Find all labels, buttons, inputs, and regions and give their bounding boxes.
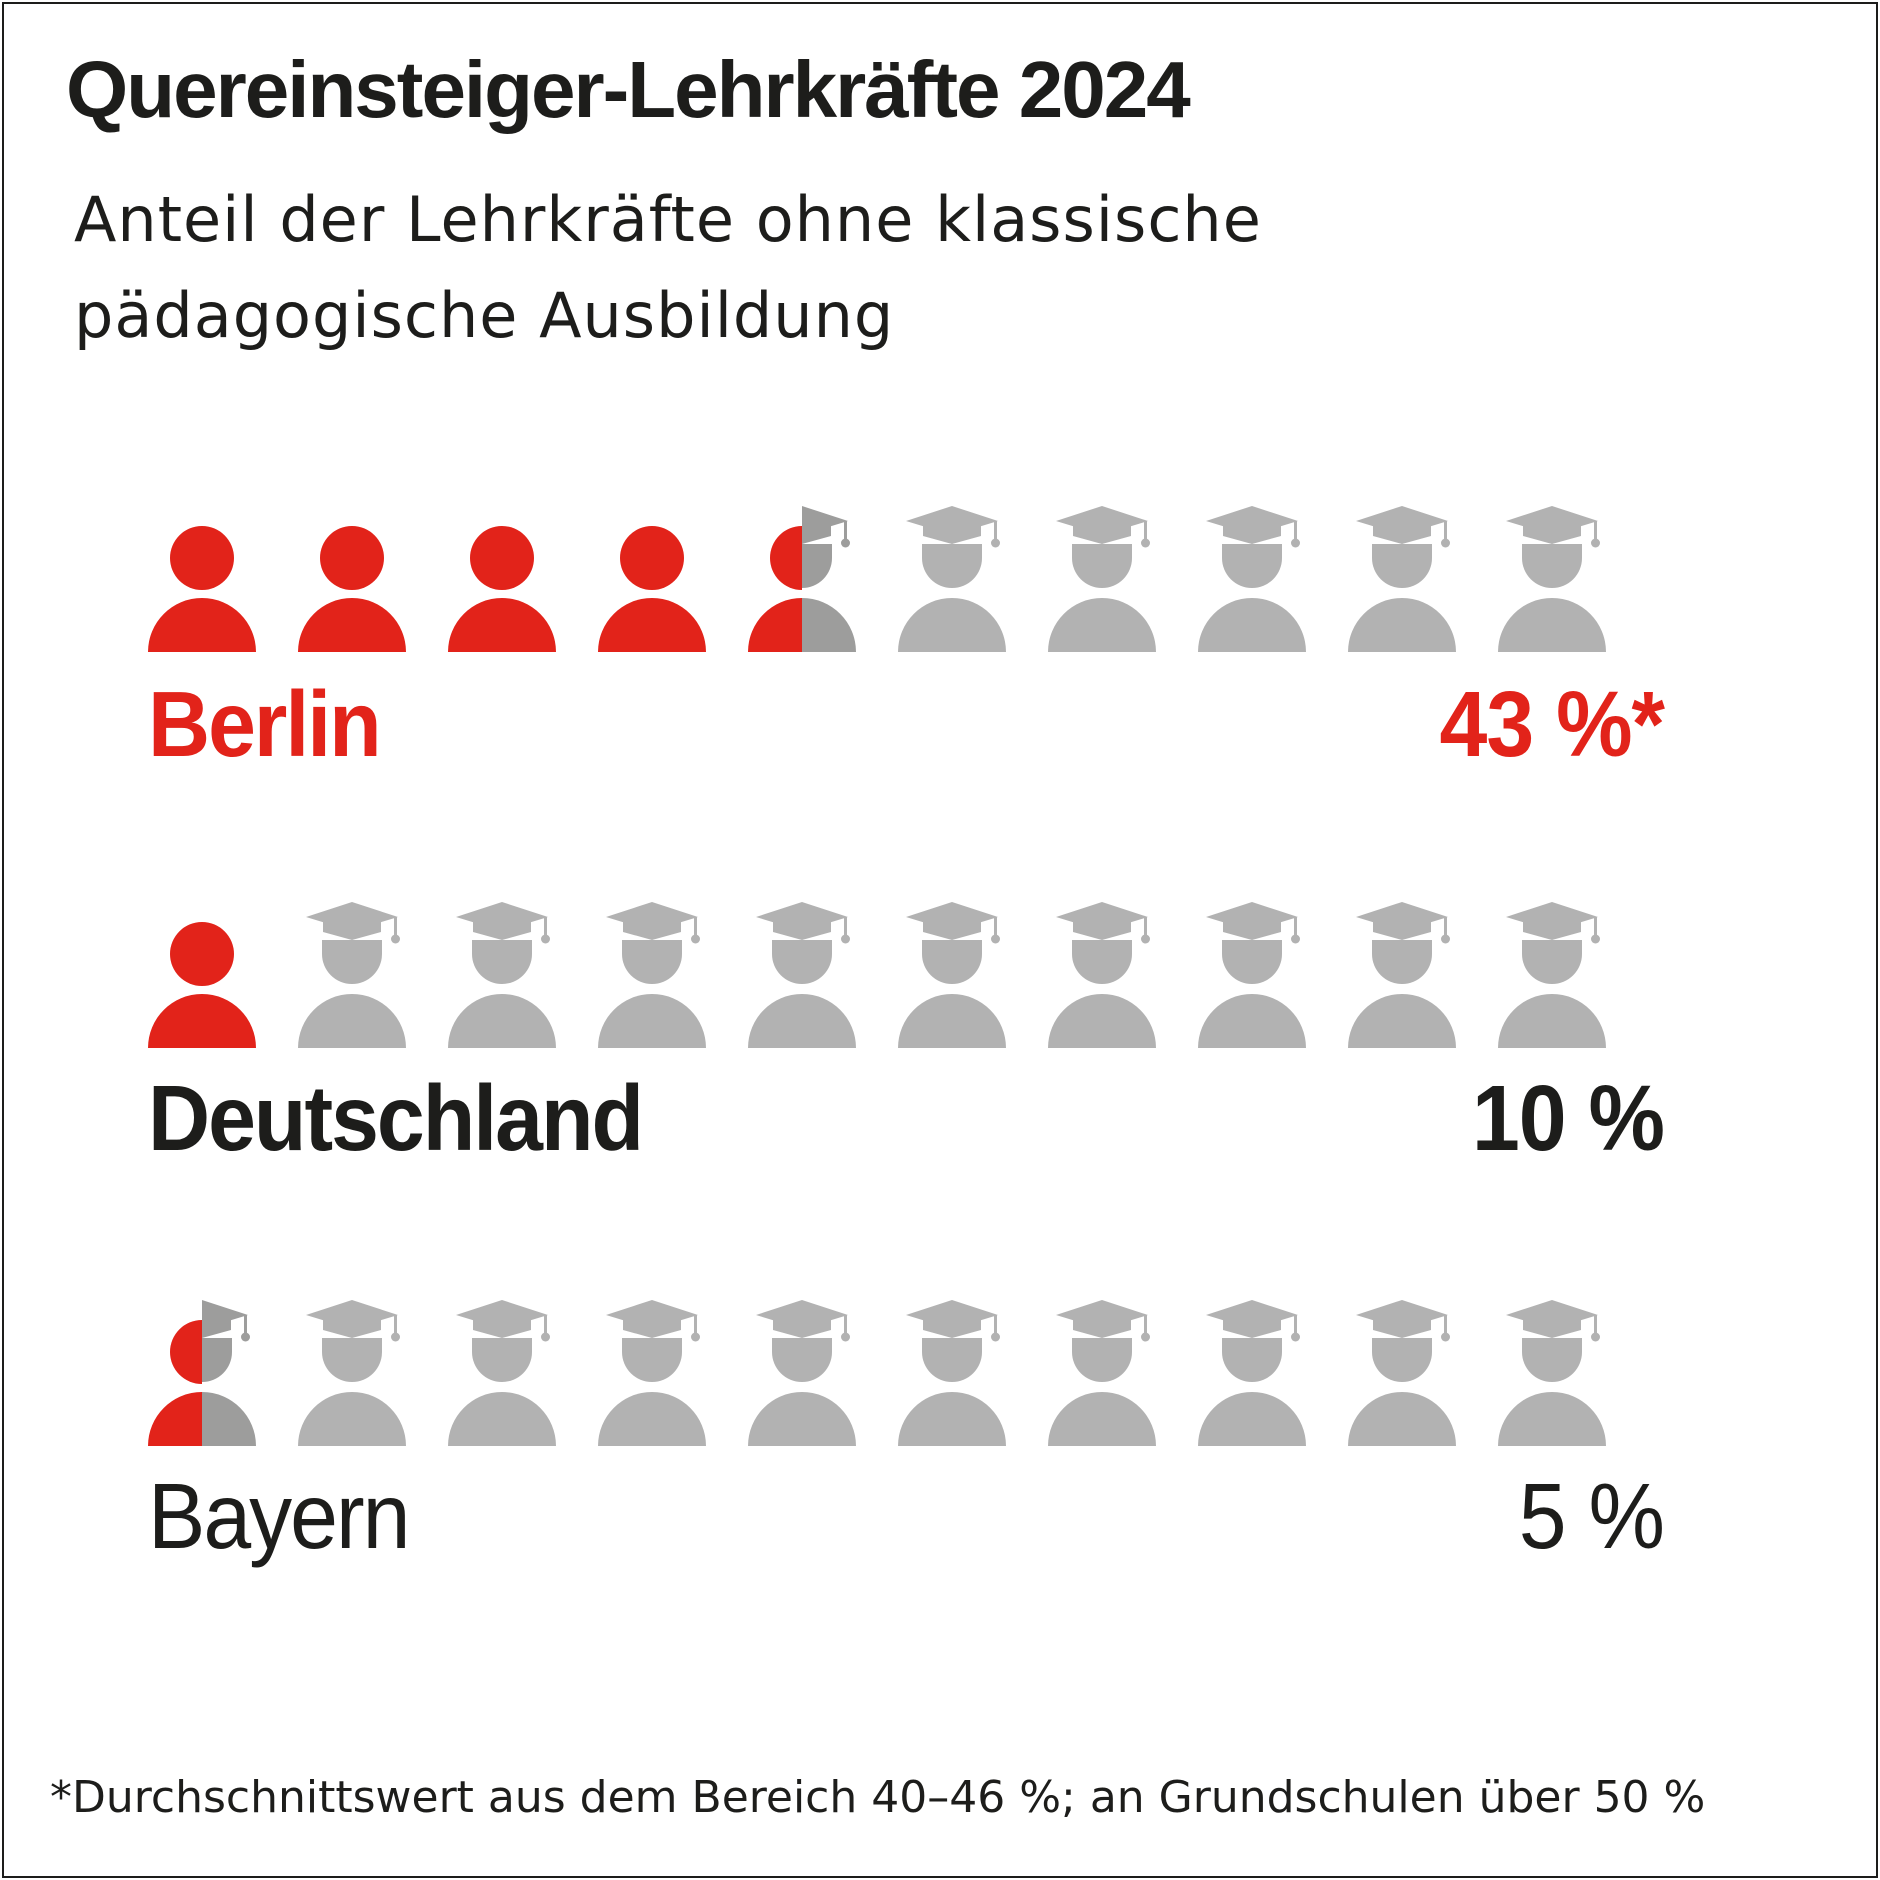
value-label: 5 % <box>1519 1464 1664 1568</box>
graduate-person-icon <box>1348 1300 1456 1446</box>
footnote: *Durchschnittswert aus dem Bereich 40–46… <box>50 1772 1706 1823</box>
half-person-icon <box>148 1300 256 1446</box>
series-label: Deutschland <box>148 1066 642 1170</box>
person-icon <box>448 526 556 652</box>
graduate-person-icon <box>1498 1300 1606 1446</box>
series-label: Berlin <box>148 672 380 776</box>
graduate-person-icon <box>1048 506 1156 652</box>
graduate-person-icon <box>598 902 706 1048</box>
graduate-person-icon <box>898 902 1006 1048</box>
graduate-person-icon <box>1348 902 1456 1048</box>
graduate-person-icon <box>298 1300 406 1446</box>
graduate-person-icon <box>1198 506 1306 652</box>
graduate-person-icon <box>1048 902 1156 1048</box>
person-icon <box>598 526 706 652</box>
graduate-person-icon <box>1498 506 1606 652</box>
person-icon <box>148 526 256 652</box>
graduate-person-icon <box>448 902 556 1048</box>
row-deutschland: Deutschland 10 % <box>148 902 1665 1170</box>
person-icon <box>298 526 406 652</box>
person-icon <box>148 922 256 1048</box>
half-person-icon <box>748 506 856 652</box>
series-label: Bayern <box>148 1464 408 1568</box>
chart-subtitle: Anteil der Lehrkräfte ohne klassische pä… <box>74 183 1262 352</box>
graduate-person-icon <box>1048 1300 1156 1446</box>
graduate-person-icon <box>1498 902 1606 1048</box>
graduate-person-icon <box>898 1300 1006 1446</box>
chart-title: Quereinsteiger-Lehrkräfte 2024 <box>66 45 1191 134</box>
graduate-person-icon <box>748 902 856 1048</box>
graduate-person-icon <box>298 902 406 1048</box>
graduate-person-icon <box>898 506 1006 652</box>
graduate-person-icon <box>748 1300 856 1446</box>
value-label: 10 % <box>1472 1066 1664 1170</box>
graduate-person-icon <box>1198 902 1306 1048</box>
graduate-person-icon <box>448 1300 556 1446</box>
pictogram-chart: Berlin 43 %* Deutschland 10 % Bayern 5 % <box>148 506 1666 1568</box>
graduate-person-icon <box>1348 506 1456 652</box>
value-label: 43 %* <box>1440 672 1666 776</box>
row-bayern: Bayern 5 % <box>148 1300 1665 1568</box>
graduate-person-icon <box>598 1300 706 1446</box>
graduate-person-icon <box>1198 1300 1306 1446</box>
row-berlin: Berlin 43 %* <box>148 506 1666 776</box>
